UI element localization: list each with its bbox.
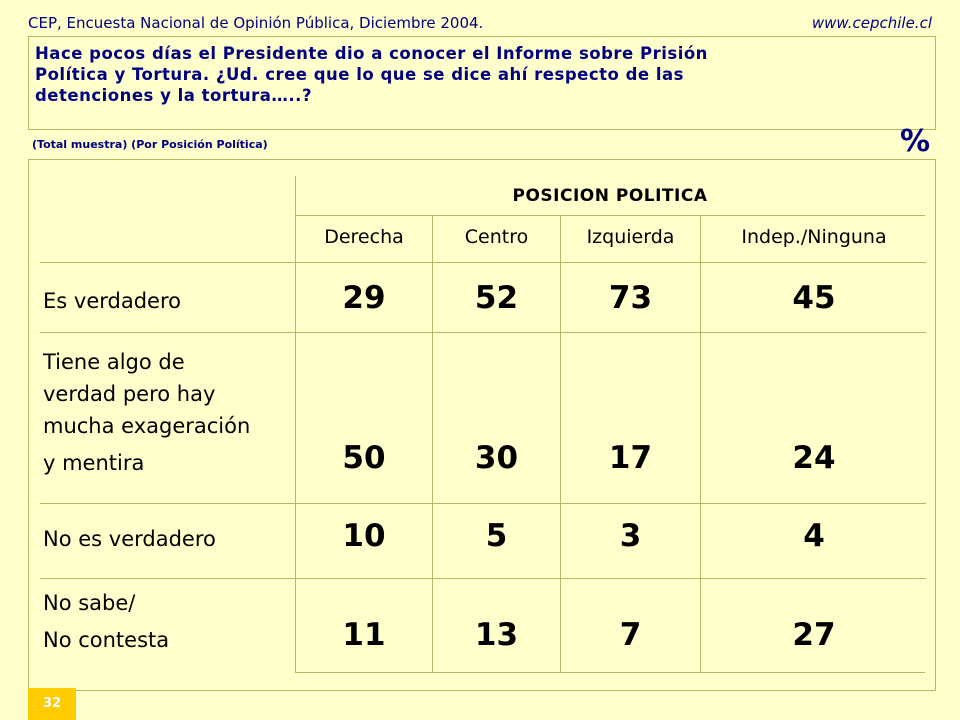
column-header-derecha: Derecha bbox=[324, 226, 404, 248]
table-cell: 73 bbox=[608, 280, 653, 316]
table-cell: 45 bbox=[792, 280, 836, 316]
survey-source: CEP, Encuesta Nacional de Opinión Públic… bbox=[28, 14, 484, 32]
question-line: detenciones y la tortura…..? bbox=[35, 86, 313, 105]
percent-unit-symbol: % bbox=[899, 124, 930, 159]
row-label-exageracion: mucha exageración bbox=[43, 414, 251, 438]
table-cell: 50 bbox=[342, 440, 386, 476]
question-line: Política y Tortura. ¿Ud. cree que lo que… bbox=[35, 65, 684, 84]
row-label-exageracion: verdad pero hay bbox=[43, 382, 216, 406]
table-cell: 10 bbox=[342, 518, 386, 554]
row-label-no-sabe: No sabe/ bbox=[43, 591, 136, 615]
question-line: Hace pocos días el Presidente dio a cono… bbox=[35, 44, 708, 63]
row-label-no-sabe: No contesta bbox=[43, 628, 170, 652]
table-cell: 27 bbox=[792, 617, 836, 653]
row-label-exageracion: Tiene algo de bbox=[43, 350, 185, 374]
row-label-exageracion: y mentira bbox=[43, 451, 145, 475]
table-cell: 13 bbox=[474, 617, 519, 653]
website-link[interactable]: www.cepchile.cl bbox=[811, 14, 932, 32]
table-divider bbox=[295, 215, 925, 216]
column-header-indep: Indep./Ninguna bbox=[741, 226, 887, 248]
table-cell: 29 bbox=[342, 280, 386, 316]
table-divider bbox=[295, 672, 925, 673]
table-divider bbox=[40, 503, 926, 504]
table-divider bbox=[700, 215, 701, 673]
table-cell: 24 bbox=[792, 440, 836, 476]
table-cell: 4 bbox=[803, 518, 825, 554]
table-cell: 11 bbox=[342, 617, 386, 653]
question-box: Hace pocos días el Presidente dio a cono… bbox=[28, 36, 936, 130]
table-divider bbox=[40, 578, 926, 579]
column-header-centro: Centro bbox=[464, 226, 529, 248]
results-table bbox=[28, 159, 936, 691]
table-cell: 7 bbox=[619, 617, 642, 653]
question-text: Hace pocos días el Presidente dio a cono… bbox=[35, 43, 927, 106]
row-label-es-verdadero: Es verdadero bbox=[43, 289, 181, 313]
sample-subtitle: (Total muestra) (Por Posición Política) bbox=[32, 138, 268, 151]
table-cell: 5 bbox=[485, 518, 508, 554]
table-divider bbox=[560, 215, 561, 673]
table-cell: 52 bbox=[474, 280, 519, 316]
table-divider bbox=[432, 215, 433, 673]
group-header: POSICION POLITICA bbox=[512, 186, 708, 206]
column-header-izquierda: Izquierda bbox=[586, 226, 675, 248]
page-number-badge: 32 bbox=[28, 688, 76, 720]
table-divider bbox=[40, 262, 926, 263]
row-label-no-es-verdadero: No es verdadero bbox=[43, 527, 216, 551]
table-cell: 30 bbox=[474, 440, 519, 476]
table-divider bbox=[295, 176, 296, 673]
table-cell: 17 bbox=[608, 440, 653, 476]
table-cell: 3 bbox=[619, 518, 642, 554]
table-divider bbox=[40, 332, 926, 333]
